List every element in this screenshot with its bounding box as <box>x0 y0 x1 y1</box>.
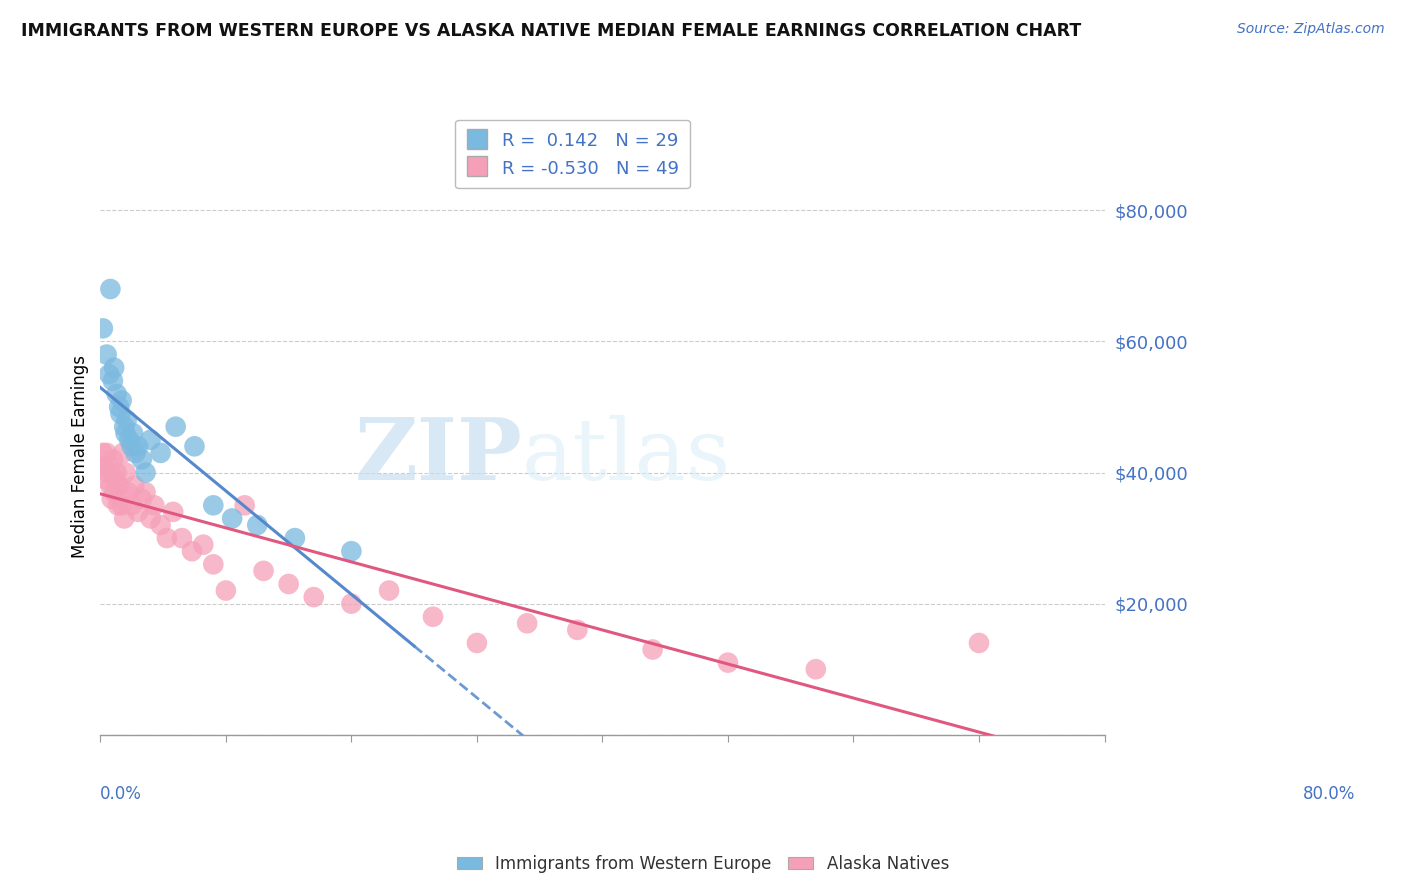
Point <box>183 439 205 453</box>
Point <box>967 636 990 650</box>
Point <box>139 433 162 447</box>
Point <box>110 407 132 421</box>
Point <box>567 623 589 637</box>
Point <box>96 446 118 460</box>
Point <box>252 564 274 578</box>
Point <box>121 499 143 513</box>
Point <box>122 426 145 441</box>
Point <box>100 491 122 506</box>
Text: 0.0%: 0.0% <box>100 785 142 803</box>
Point <box>98 368 121 382</box>
Point <box>127 505 149 519</box>
Point <box>94 472 117 486</box>
Point <box>221 511 243 525</box>
Point <box>97 466 120 480</box>
Point <box>465 636 488 650</box>
Text: IMMIGRANTS FROM WESTERN EUROPE VS ALASKA NATIVE MEDIAN FEMALE EARNINGS CORRELATI: IMMIGRANTS FROM WESTERN EUROPE VS ALASKA… <box>21 22 1081 40</box>
Point <box>156 531 179 545</box>
Point <box>105 387 128 401</box>
Point <box>284 531 307 545</box>
Y-axis label: Median Female Earnings: Median Female Earnings <box>72 355 89 558</box>
Point <box>139 511 162 525</box>
Point <box>103 360 125 375</box>
Text: Source: ZipAtlas.com: Source: ZipAtlas.com <box>1237 22 1385 37</box>
Point <box>170 531 193 545</box>
Point <box>93 458 115 473</box>
Point <box>100 282 122 296</box>
Point <box>215 583 238 598</box>
Text: atlas: atlas <box>522 415 731 498</box>
Point <box>112 419 135 434</box>
Point <box>96 348 118 362</box>
Point <box>112 511 135 525</box>
Point <box>104 472 127 486</box>
Point <box>111 393 134 408</box>
Point <box>246 518 269 533</box>
Point <box>340 597 363 611</box>
Point <box>108 400 131 414</box>
Text: ZIP: ZIP <box>354 414 522 498</box>
Point <box>641 642 664 657</box>
Point <box>302 590 325 604</box>
Point <box>115 413 138 427</box>
Point <box>111 446 134 460</box>
Point <box>422 609 444 624</box>
Point <box>103 485 125 500</box>
Point <box>233 499 256 513</box>
Point <box>121 439 143 453</box>
Point <box>378 583 401 598</box>
Point <box>165 419 187 434</box>
Point <box>149 446 172 460</box>
Point <box>98 458 121 473</box>
Point <box>181 544 204 558</box>
Point <box>340 544 363 558</box>
Point <box>101 452 124 467</box>
Point <box>91 321 114 335</box>
Point <box>127 439 149 453</box>
Point <box>131 452 153 467</box>
Point <box>114 466 136 480</box>
Point <box>122 478 145 492</box>
Point <box>717 656 740 670</box>
Point <box>111 499 134 513</box>
Point <box>117 485 139 500</box>
Text: 80.0%: 80.0% <box>1303 785 1355 803</box>
Point <box>110 491 132 506</box>
Point <box>277 577 299 591</box>
Point <box>202 499 225 513</box>
Point <box>135 485 157 500</box>
Point <box>108 478 131 492</box>
Point <box>804 662 827 676</box>
Point <box>118 433 141 447</box>
Legend: R =  0.142   N = 29, R = -0.530   N = 49: R = 0.142 N = 29, R = -0.530 N = 49 <box>456 120 690 188</box>
Point <box>135 466 157 480</box>
Point <box>107 499 129 513</box>
Point <box>193 538 215 552</box>
Point <box>105 466 128 480</box>
Point <box>101 374 124 388</box>
Point <box>131 491 153 506</box>
Point <box>149 518 172 533</box>
Point <box>162 505 184 519</box>
Point <box>100 478 122 492</box>
Point <box>202 558 225 572</box>
Point <box>114 426 136 441</box>
Legend: Immigrants from Western Europe, Alaska Natives: Immigrants from Western Europe, Alaska N… <box>450 848 956 880</box>
Point <box>516 616 538 631</box>
Point <box>143 499 166 513</box>
Point <box>91 446 114 460</box>
Point <box>124 446 146 460</box>
